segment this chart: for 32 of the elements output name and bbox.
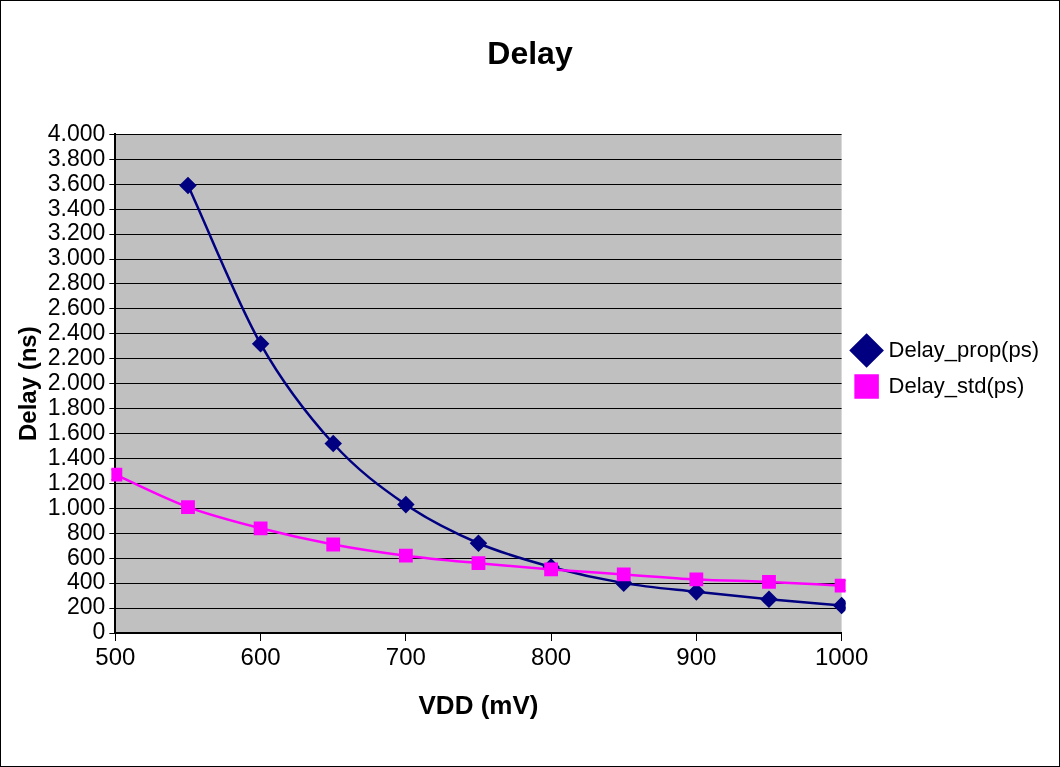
y-tick-label: 800 bbox=[66, 518, 106, 545]
y-tick-label: 2.000 bbox=[47, 369, 106, 396]
y-axis-title: Delay (ns) bbox=[14, 326, 42, 442]
legend-label: Delay_std(ps) bbox=[888, 372, 1025, 398]
y-tick-label: 1.000 bbox=[47, 493, 106, 520]
y-tick-label: 0 bbox=[92, 618, 106, 645]
y-tick-label: 1.400 bbox=[47, 443, 106, 470]
y-tick-label: 2.200 bbox=[47, 344, 106, 371]
y-tick-label: 4.000 bbox=[47, 119, 106, 146]
y-tick-label: 1.200 bbox=[47, 468, 106, 495]
y-tick-label: 1.800 bbox=[47, 393, 106, 420]
y-tick-label: 3.000 bbox=[47, 244, 106, 271]
y-tick-label: 2.400 bbox=[47, 319, 106, 346]
y-tick-label: 2.600 bbox=[47, 294, 106, 321]
y-tick-label: 400 bbox=[66, 568, 106, 595]
x-tick-label: 600 bbox=[240, 643, 281, 671]
y-tick-label: 3.800 bbox=[47, 144, 106, 171]
y-tick-label: 2.800 bbox=[47, 269, 106, 296]
y-tick-label: 3.400 bbox=[47, 194, 106, 221]
y-tick-label: 3.600 bbox=[47, 169, 106, 196]
x-tick-label: 700 bbox=[385, 643, 426, 671]
x-tick-label: 1000 bbox=[814, 643, 869, 671]
x-tick-label: 500 bbox=[95, 643, 136, 671]
chart-title: Delay bbox=[487, 35, 573, 72]
x-axis-title: VDD (mV) bbox=[418, 689, 539, 720]
x-tick-label: 800 bbox=[531, 643, 572, 671]
y-tick-label: 600 bbox=[66, 543, 106, 570]
y-tick-label: 200 bbox=[66, 593, 106, 620]
y-tick-label: 1.600 bbox=[47, 418, 106, 445]
x-tick-label: 900 bbox=[676, 643, 717, 671]
y-tick-label: 3.200 bbox=[47, 219, 106, 246]
legend-label: Delay_prop(ps) bbox=[888, 336, 1039, 362]
